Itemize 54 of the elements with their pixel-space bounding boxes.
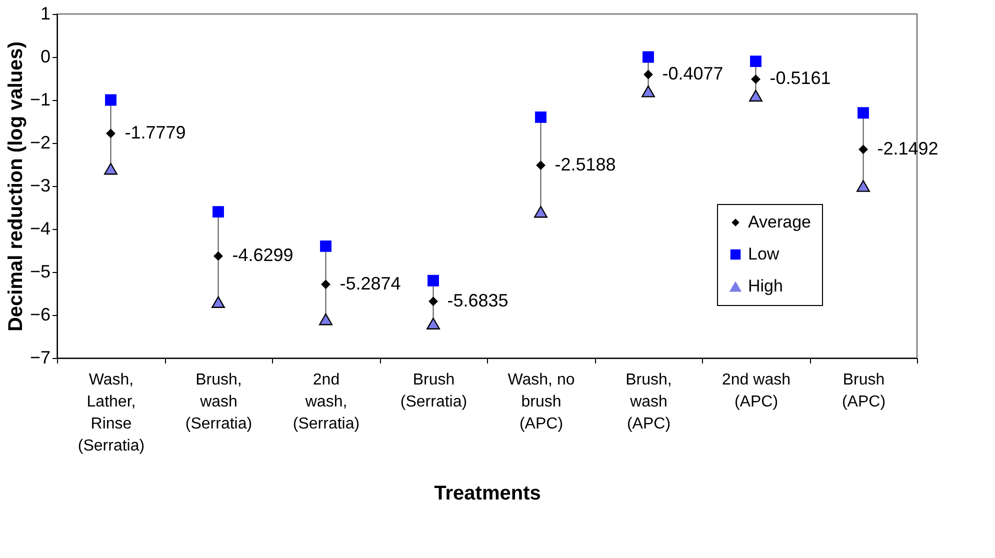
point <box>644 70 653 80</box>
y-tick-label: 0 <box>40 46 50 66</box>
x-tick-label: Wash, Lather, Rinse (Serratia) <box>78 372 145 454</box>
point <box>858 107 869 119</box>
y-tick-label: −7 <box>30 348 50 368</box>
y-tick-label: −4 <box>30 218 50 238</box>
y-tick-label: −3 <box>30 176 50 196</box>
data-label: -2.5188 <box>554 154 616 174</box>
x-axis-title: Treatments <box>434 482 541 504</box>
y-axis-title: Decimal reduction (log values) <box>4 41 27 332</box>
data-label: -0.5161 <box>770 68 831 88</box>
point <box>212 296 225 308</box>
x-tick-label: Brush (Serratia) <box>400 372 468 410</box>
point <box>749 90 762 102</box>
point <box>319 313 332 326</box>
y-tick-label: −2 <box>30 132 50 152</box>
point <box>642 85 655 98</box>
data-label: -4.6299 <box>232 245 294 266</box>
point <box>642 51 654 63</box>
legend-label: High <box>748 276 783 296</box>
y-tick-label: −5 <box>30 262 50 282</box>
point <box>535 111 546 123</box>
point <box>104 162 118 175</box>
point <box>856 180 870 192</box>
x-tick-label: 2nd wash, (Serratia) <box>292 372 360 432</box>
point <box>428 274 439 286</box>
x-tick-label: 2nd wash (APC) <box>722 372 790 410</box>
data-label: -1.7779 <box>124 122 186 142</box>
point <box>105 94 116 106</box>
point <box>534 206 548 218</box>
point <box>428 296 438 306</box>
point <box>212 206 224 218</box>
y-tick-label: −1 <box>30 90 50 110</box>
data-label: -2.1492 <box>877 138 938 158</box>
y-tick-label: −6 <box>30 304 50 324</box>
legend-label: Low <box>748 244 780 264</box>
point <box>106 128 116 138</box>
legend-label: Average <box>748 212 812 232</box>
point <box>751 74 760 84</box>
data-label: -5.2874 <box>340 273 401 294</box>
point <box>214 252 223 261</box>
data-label: -0.4077 <box>662 64 724 84</box>
point <box>320 240 332 252</box>
data-label: -5.6835 <box>447 290 508 310</box>
x-tick-label: Brush, wash (Serratia) <box>185 372 252 432</box>
x-tick-label: Brush (APC) <box>842 372 886 410</box>
x-tick-label: Wash, no brush (APC) <box>508 372 575 432</box>
point <box>321 280 330 289</box>
point <box>750 56 762 68</box>
point <box>426 318 440 330</box>
y-tick-label: 1 <box>40 4 50 24</box>
x-tick-label: Brush, wash (APC) <box>626 372 672 432</box>
point <box>536 160 546 170</box>
point <box>858 144 868 154</box>
